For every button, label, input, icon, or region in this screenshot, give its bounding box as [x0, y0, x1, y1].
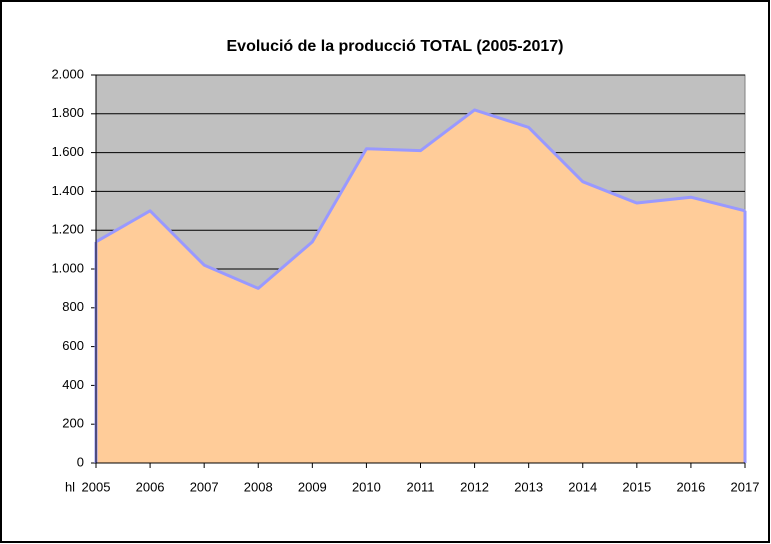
x-axis-label: hl [65, 479, 75, 494]
x-tick-label: 2015 [622, 479, 651, 494]
x-tick-label: 2013 [514, 479, 543, 494]
y-tick-label: 1.200 [51, 222, 84, 237]
y-tick-label: 200 [62, 416, 84, 431]
x-tick-label: 2014 [568, 479, 597, 494]
y-tick-label: 2.000 [51, 66, 84, 81]
line [95, 108, 746, 290]
x-tick-label: 2007 [190, 479, 219, 494]
x-tick-label: 2006 [136, 479, 165, 494]
x-tick-label: 2011 [407, 479, 435, 494]
x-tick-label: 2010 [352, 479, 381, 494]
y-tick-label: 1.600 [51, 144, 84, 159]
y-tick-label: 1.000 [51, 260, 84, 275]
y-tick-label: 600 [62, 338, 84, 353]
y-tick-label: 1.800 [51, 105, 84, 120]
x-tick-label: 2016 [676, 479, 705, 494]
x-tick-label: 2005 [82, 479, 111, 494]
x-tick-label: 2017 [731, 479, 760, 494]
x-tick-label: 2012 [460, 479, 489, 494]
x-tick-label: 2008 [244, 479, 273, 494]
area [96, 109, 745, 464]
x-tick-label: 2009 [298, 479, 327, 494]
chart-title: Evolució de la producció TOTAL (2005-201… [227, 38, 564, 55]
y-tick-label: 800 [62, 299, 84, 314]
y-tick-label: 400 [62, 377, 84, 392]
y-tick-label: 0 [77, 454, 84, 469]
y-tick-label: 1.400 [51, 183, 84, 198]
